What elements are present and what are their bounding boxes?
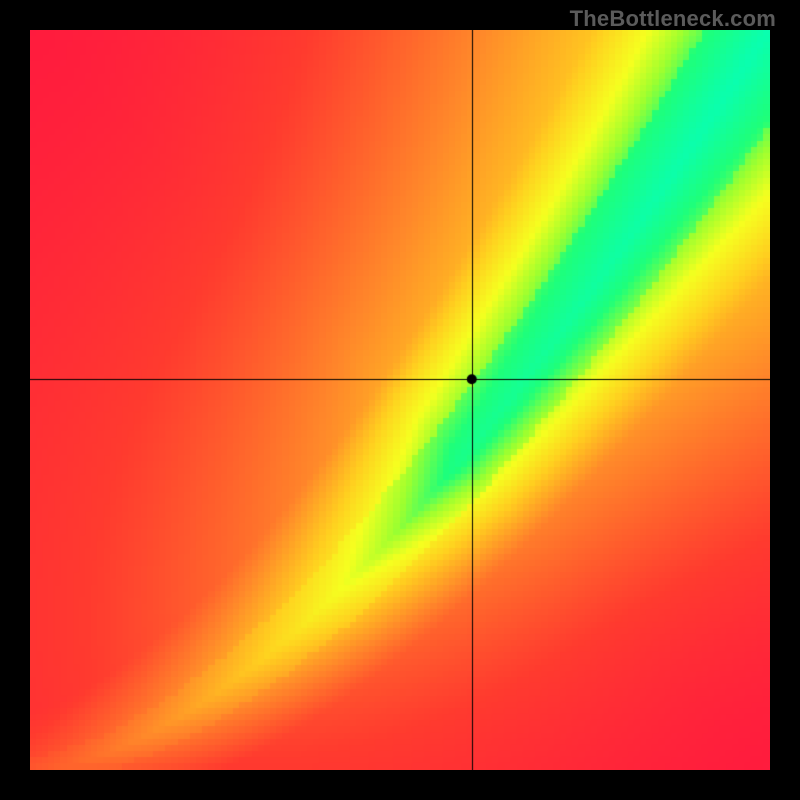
chart-container: TheBottleneck.com bbox=[0, 0, 800, 800]
heatmap-canvas bbox=[30, 30, 770, 770]
watermark-text: TheBottleneck.com bbox=[570, 6, 776, 32]
plot-area bbox=[30, 30, 770, 770]
